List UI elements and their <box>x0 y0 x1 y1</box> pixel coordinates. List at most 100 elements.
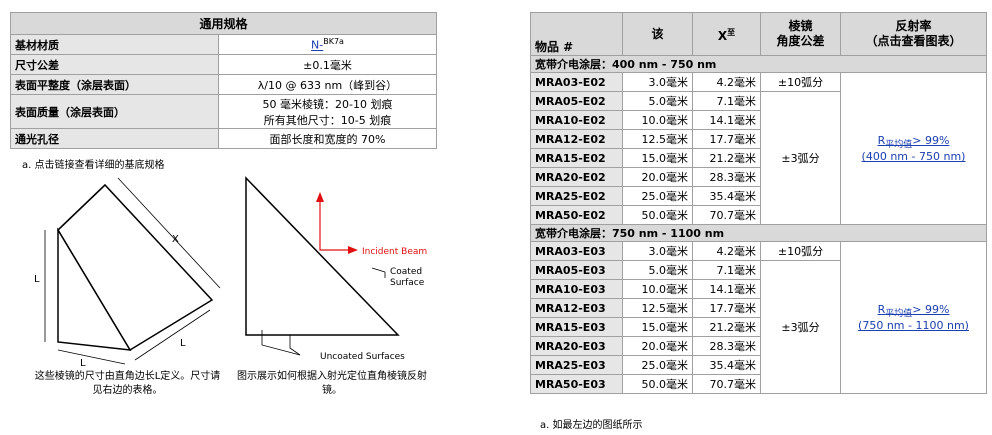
header-sup: 至 <box>727 27 736 37</box>
hypotenuse-length: 70.7毫米 <box>692 374 761 394</box>
item-number: MRA12-E03 <box>530 298 623 318</box>
r-symbol: R <box>877 302 886 316</box>
item-number: MRA15-E02 <box>530 148 623 168</box>
caption: 这些棱镜的尺寸由直角边长L定义。尺寸请见右边的表格。 <box>34 371 221 396</box>
hypotenuse-length: 21.2毫米 <box>692 148 761 168</box>
leg-length: 5.0毫米 <box>622 91 693 111</box>
item-number: MRA25-E02 <box>530 186 623 206</box>
product-row: MRA05-E03 5.0毫米 7.1毫米 ±3弧分 <box>530 260 987 394</box>
product-row: MRA05-E02 5.0毫米 7.1毫米 ±3弧分 <box>530 91 987 225</box>
footnote: a. 点击链接查看详细的基底规格 <box>22 160 165 171</box>
header-line: 物品 # <box>535 40 574 54</box>
product-row: MRA12-E03 12.5毫米 17.7毫米 <box>530 298 987 318</box>
leg-length: 50.0毫米 <box>622 205 693 225</box>
column-header: 该 <box>622 12 693 56</box>
item-number: MRA03-E03 <box>530 241 623 261</box>
r-value: > 99% <box>912 133 950 147</box>
spec-line: 50 毫米棱镜：20-10 划痕 <box>262 97 393 111</box>
column-header: 反射率 （点击查看图表） <box>840 12 987 56</box>
item-number: MRA15-E03 <box>530 317 623 337</box>
product-row: MRA03-E02 3.0毫米 4.2毫米 ±10弧分 R平均值> 99% (400 nm… <box>530 72 987 225</box>
hypotenuse-length: 21.2毫米 <box>692 317 761 337</box>
item-number: MRA12-E02 <box>530 129 623 149</box>
spec-label: 表面平整度（涂层表面） <box>10 74 219 95</box>
section-title: 宽带介电涂层：750 nm - 1100 nm <box>530 224 987 242</box>
hypotenuse-length: 35.4毫米 <box>692 355 761 375</box>
material-link[interactable]: N- <box>311 38 324 52</box>
item-number: MRA10-E03 <box>530 279 623 299</box>
diagram-label: Incident Beam <box>362 247 427 257</box>
header-text: X <box>717 28 728 43</box>
hypotenuse-length: 17.7毫米 <box>692 298 761 318</box>
reflectance-line: R平均值> 99% <box>845 303 982 319</box>
diagram-label: Surface <box>390 278 425 288</box>
item-number: MRA10-E02 <box>530 110 623 130</box>
dim-label: X <box>172 234 179 245</box>
spec-value: ±0.1毫米 <box>218 54 437 75</box>
header-line: 该 <box>651 26 664 41</box>
hypotenuse-length: 28.3毫米 <box>692 336 761 356</box>
r-value: > 99% <box>912 302 950 316</box>
diagrams: X L L L Incident Beam Coated Surface Unc… <box>34 176 427 369</box>
reflectance-range: (400 nm - 750 nm) <box>861 150 966 164</box>
leg-length: 12.5毫米 <box>622 129 693 149</box>
item-number: MRA05-E02 <box>530 91 623 111</box>
table-body: 宽带介电涂层：400 nm - 750 nm MRA03-E02 3.0毫米 4.2毫… <box>530 55 987 394</box>
spec-label: 尺寸公差 <box>10 54 219 75</box>
item-number: MRA20-E02 <box>530 167 623 187</box>
product-row: MRA15-E03 15.0毫米 21.2毫米 <box>530 317 987 337</box>
spec-line: 所有其他尺寸：10-5 划痕 <box>263 113 392 127</box>
reflectance: R平均值> 99% (750 nm - 1100 nm) <box>840 241 987 394</box>
header-line: 角度公差 <box>776 34 825 48</box>
spec-label: 基材材质 <box>10 34 219 55</box>
leg-length: 15.0毫米 <box>622 148 693 168</box>
leg-length: 20.0毫米 <box>622 167 693 187</box>
reflectance-range: (750 nm - 1100 nm) <box>858 319 969 333</box>
r-sub: 平均值 <box>885 309 913 320</box>
reflectance-link[interactable]: R平均值> 99% (400 nm - 750 nm) <box>845 134 982 163</box>
column-header: 棱镜 角度公差 <box>760 12 841 56</box>
leg-length: 10.0毫米 <box>622 110 693 130</box>
diagram-label: Coated <box>390 267 422 277</box>
spec-value: 50 毫米棱镜：20-10 划痕 所有其他尺寸：10-5 划痕 <box>218 94 437 129</box>
product-row: MRA50-E02 50.0毫米 70.7毫米 <box>530 205 987 225</box>
item-number: MRA03-E02 <box>530 72 623 92</box>
header-line: 反射率 <box>895 19 932 33</box>
dim-label: L <box>180 338 186 349</box>
spec-table: 通用规格 基材材质 N-BK7a 尺寸公差 ±0.1毫米 表面平整度（涂层表面） λ… <box>10 12 437 149</box>
reflectance-link[interactable]: R平均值> 99% (750 nm - 1100 nm) <box>845 303 982 332</box>
r-symbol: R <box>877 133 886 147</box>
leg-length: 12.5毫米 <box>622 298 693 318</box>
leg-length: 15.0毫米 <box>622 317 693 337</box>
section-row: 宽带介电涂层：750 nm - 1100 nm <box>530 224 987 242</box>
leg-length: 5.0毫米 <box>622 260 693 280</box>
hypotenuse-length: 28.3毫米 <box>692 167 761 187</box>
header-line: （点击查看图表） <box>865 34 962 48</box>
product-row: MRA12-E02 12.5毫米 17.7毫米 <box>530 129 987 149</box>
angle-tolerance: ±3弧分 <box>760 260 841 394</box>
header-line: 棱镜 <box>788 19 813 33</box>
leg-length: 3.0毫米 <box>622 241 693 261</box>
leg-length: 20.0毫米 <box>622 336 693 356</box>
spec-label: 表面质量（涂层表面） <box>10 94 219 129</box>
r-sub: 平均值 <box>885 140 913 151</box>
hypotenuse-length: 35.4毫米 <box>692 186 761 206</box>
product-row: MRA15-E02 15.0毫米 21.2毫米 <box>530 148 987 168</box>
reflectance-line: R平均值> 99% <box>845 134 982 150</box>
spec-value: N-BK7a <box>218 34 437 55</box>
dim-label: L <box>34 274 40 285</box>
caption: 图示展示如何根据入射光定位直角棱镜反射镜。 <box>237 371 427 396</box>
hypotenuse-length: 17.7毫米 <box>692 129 761 149</box>
hypotenuse-length: 4.2毫米 <box>692 241 761 261</box>
angle-tolerance: ±10弧分 <box>760 72 841 92</box>
item-number: MRA20-E03 <box>530 336 623 356</box>
item-number: MRA50-E02 <box>530 205 623 225</box>
leg-length: 10.0毫米 <box>622 279 693 299</box>
footnote: a. 如最左边的图纸所示 <box>540 420 643 431</box>
section-row: 宽带介电涂层：400 nm - 750 nm <box>530 55 987 73</box>
angle-tolerance: ±10弧分 <box>760 241 841 261</box>
leg-length: 3.0毫米 <box>622 72 693 92</box>
diagram-label: Uncoated Surfaces <box>320 352 405 362</box>
header-row: 物品 # 该 X至 棱镜 角度公差 反射率 （点击查看图表） <box>530 12 987 56</box>
